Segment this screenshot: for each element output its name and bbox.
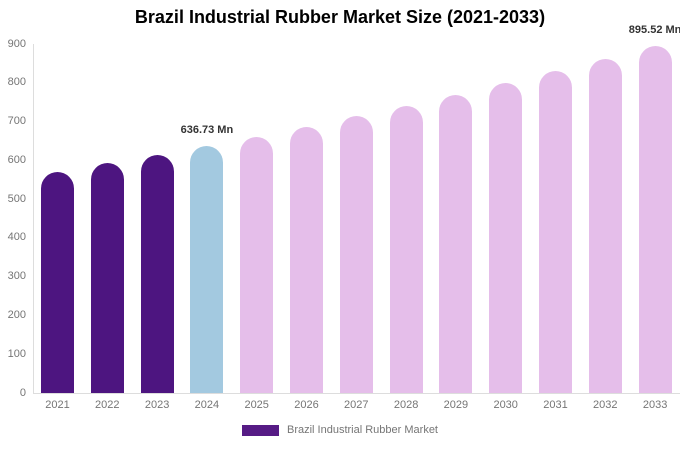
- y-axis-tick-label: 500: [7, 192, 26, 205]
- y-axis-tick-label: 800: [7, 76, 26, 89]
- bar: [539, 71, 572, 393]
- y-axis-tick-label: 100: [7, 347, 26, 360]
- x-axis-tick-label: 2029: [443, 399, 469, 411]
- bar: [339, 116, 373, 393]
- bar: [638, 45, 672, 393]
- y-axis-tick-label: 300: [7, 270, 26, 283]
- x-axis-tick-label: 2021: [45, 399, 70, 411]
- y-axis-tick-label: 400: [7, 231, 26, 244]
- bar: [290, 126, 323, 393]
- x-axis-tick-label: 2022: [95, 399, 120, 411]
- bar: [90, 163, 124, 393]
- y-axis-tick-label: 600: [7, 153, 26, 166]
- x-axis-tick-label: 2031: [543, 399, 568, 411]
- legend-label: Brazil Industrial Rubber Market: [286, 424, 438, 436]
- x-axis-tick-label: 2033: [642, 399, 668, 411]
- chart-title: Brazil Industrial Rubber Market Size (20…: [134, 7, 546, 27]
- x-axis-tick-label: 2030: [493, 399, 518, 411]
- bar: [489, 83, 523, 393]
- bar: [190, 146, 224, 393]
- x-axis-tick-label: 2032: [593, 399, 618, 411]
- x-axis-tick-label: 2025: [244, 399, 269, 411]
- x-axis-tick-label: 2023: [144, 399, 170, 411]
- x-axis-tick-label: 2027: [344, 399, 369, 411]
- bar: [389, 105, 423, 393]
- bar: [240, 136, 274, 393]
- bar-value-label: 895.52 Mn: [628, 23, 680, 36]
- x-axis-tick-label: 2028: [393, 399, 419, 411]
- legend-swatch: [241, 424, 279, 436]
- x-axis-tick-label: 2026: [294, 399, 319, 411]
- bar: [588, 58, 622, 393]
- x-axis-tick-label: 2024: [194, 399, 220, 411]
- y-axis-tick-label: 200: [7, 308, 26, 321]
- y-axis-line: [33, 44, 34, 393]
- bar: [439, 94, 473, 393]
- bar: [41, 171, 74, 393]
- legend: Brazil Industrial Rubber Market: [0, 424, 680, 436]
- y-axis-tick-label: 0: [19, 386, 26, 399]
- bar: [140, 154, 174, 393]
- y-axis-tick-label: 700: [7, 115, 26, 128]
- bar-value-label: 636.73 Mn: [180, 124, 234, 137]
- y-axis-tick-label: 900: [7, 37, 26, 50]
- x-axis-line: [33, 393, 680, 394]
